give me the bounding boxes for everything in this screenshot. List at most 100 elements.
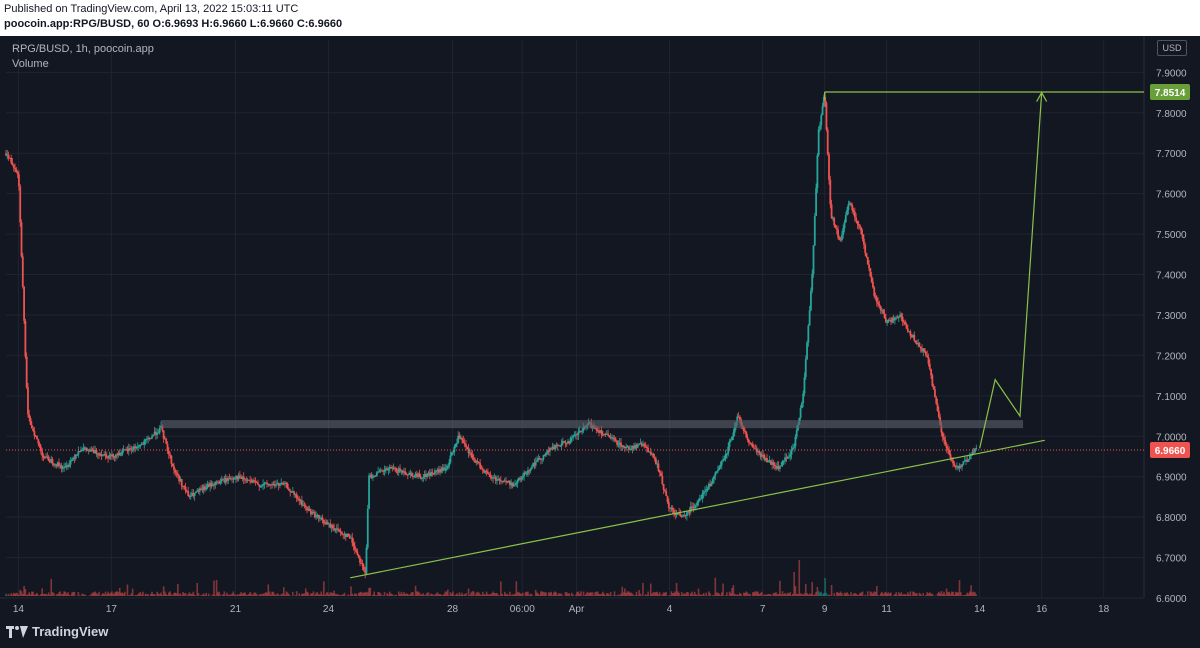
candle-body <box>224 478 227 483</box>
candle-body <box>197 490 200 492</box>
volume-bar <box>359 592 361 596</box>
candle-body <box>192 492 195 496</box>
candle-body <box>395 467 398 472</box>
candle-body <box>731 436 734 441</box>
candle-body <box>620 442 622 447</box>
candle-body <box>85 447 88 451</box>
candle-body <box>695 505 697 507</box>
candle-body <box>133 446 135 450</box>
candle-body <box>109 454 112 457</box>
candle-body <box>564 441 567 444</box>
candle-body <box>757 450 759 453</box>
candle-body <box>262 484 265 486</box>
candle-body <box>492 477 494 479</box>
candle-body <box>808 310 811 326</box>
candle-body <box>648 451 651 453</box>
volume-bar <box>226 592 228 596</box>
candle-body <box>927 357 930 364</box>
candle-body <box>432 473 435 475</box>
candle-body <box>630 448 633 450</box>
candle-body <box>320 517 323 519</box>
volume-bar <box>116 591 118 596</box>
candle-body <box>846 209 848 216</box>
candle-body <box>379 470 382 472</box>
volume-bar <box>919 593 922 596</box>
volume-bar <box>899 593 901 596</box>
volume-bar <box>742 592 745 596</box>
currency-badge[interactable]: USD <box>1157 40 1187 56</box>
volume-bar <box>31 591 33 596</box>
candle-body <box>577 431 580 436</box>
volume-bar <box>188 592 191 596</box>
candle-body <box>440 469 443 472</box>
candle-body <box>419 476 422 479</box>
volume-bar <box>280 594 282 596</box>
candle-body <box>829 179 832 205</box>
volume-bar <box>189 593 192 596</box>
candle-body <box>162 430 165 439</box>
volume-bar <box>732 585 735 596</box>
symbol-label[interactable]: RPG/BUSD, 1h, poocoin.app <box>12 43 154 55</box>
volume-bar <box>342 594 345 596</box>
volume-bar <box>218 591 220 596</box>
candle-body <box>446 466 449 469</box>
volume-bar <box>881 591 883 596</box>
candle-body <box>291 491 294 493</box>
volume-bar <box>27 594 29 596</box>
candle-body <box>50 459 53 463</box>
chart-area[interactable]: 7.9000 7.8000 7.7000 7.6000 7.5000 7.4000 7.30… <box>0 36 1200 620</box>
volume-bar <box>825 592 828 596</box>
volume-bar <box>949 593 952 596</box>
candle-body <box>958 465 961 469</box>
candle-body <box>918 342 921 347</box>
candle-body <box>886 322 889 324</box>
volume-bar <box>295 591 298 596</box>
volume-bar <box>201 594 204 596</box>
volume-bar <box>302 593 304 596</box>
volume-bar <box>930 593 932 596</box>
candle-body <box>723 458 726 461</box>
volume-bar <box>469 595 471 596</box>
volume-bar <box>651 593 653 596</box>
volume-bar <box>169 591 171 596</box>
candle-body <box>409 472 412 474</box>
price-chart[interactable]: 7.9000 7.8000 7.7000 7.6000 7.5000 7.4000 7.30… <box>0 36 1200 620</box>
volume-bar <box>518 592 520 596</box>
volume-bar <box>241 593 244 596</box>
candle-body <box>193 493 196 496</box>
volume-bar <box>23 586 25 596</box>
volume-bar <box>843 592 846 596</box>
candle-body <box>74 454 77 459</box>
candle-body <box>779 465 781 469</box>
volume-bar <box>392 595 395 596</box>
volume-bar <box>828 594 830 596</box>
candle-body <box>302 504 305 506</box>
candle-body <box>934 389 936 398</box>
volume-bar <box>527 591 529 596</box>
candle-body <box>457 435 460 444</box>
chart-legend: RPG/BUSD, 1h, poocoin.app Volume <box>12 42 154 72</box>
candle-body <box>68 464 71 467</box>
candle-body <box>537 458 540 461</box>
volume-bar <box>568 593 571 596</box>
volume-bar <box>333 590 335 596</box>
candle-body <box>856 220 859 225</box>
candle-body <box>481 469 484 471</box>
candle-body <box>271 483 274 485</box>
candle-body <box>541 459 544 461</box>
volume-bar <box>158 594 161 596</box>
volume-bar <box>350 586 352 596</box>
volume-label[interactable]: Volume <box>12 58 49 70</box>
volume-bar <box>266 592 268 596</box>
volume-bar <box>356 595 359 596</box>
volume-bar <box>352 595 355 596</box>
volume-bar <box>649 583 652 596</box>
volume-bar <box>679 595 682 596</box>
volume-bar <box>412 592 414 596</box>
candle-body <box>884 318 887 323</box>
candle-body <box>819 125 821 130</box>
candle-body <box>940 424 943 433</box>
volume-bar <box>7 593 10 596</box>
volume-bar <box>722 583 724 596</box>
candle-body <box>834 225 837 229</box>
